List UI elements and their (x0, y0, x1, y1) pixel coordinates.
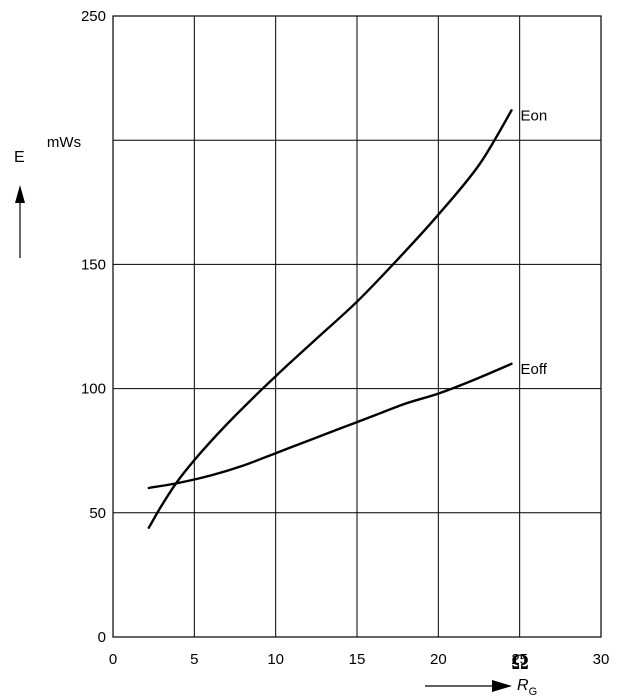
y-axis-arrow (15, 185, 25, 258)
y-tick-label: 100 (81, 381, 106, 398)
x-axis-label: RG (517, 677, 537, 698)
y-tick-labels: 0 50 100 150 250 (81, 8, 106, 646)
x-tick-label: 20 (430, 651, 447, 668)
x-tick-label: 5 (190, 651, 198, 668)
series-line-eoff (149, 364, 512, 488)
x-tick-label: 15 (349, 651, 366, 668)
x-axis-unit: Ω (511, 649, 529, 674)
x-axis-arrow (425, 680, 512, 692)
y-tick-label: 0 (98, 629, 106, 646)
series: Eon Eoff (149, 107, 548, 527)
series-label-eon: Eon (521, 107, 548, 124)
y-axis-unit: mWs (47, 134, 81, 151)
y-axis-label: E (14, 149, 25, 166)
series-line-eon (149, 110, 512, 527)
x-tick-labels: 0 5 10 15 20 25 30 (109, 651, 610, 668)
y-tick-label: 250 (81, 8, 106, 25)
y-tick-label: 150 (81, 256, 106, 273)
y-tick-label: 50 (89, 505, 106, 522)
series-label-eoff: Eoff (521, 361, 548, 378)
x-tick-label: 0 (109, 651, 117, 668)
x-tick-label: 10 (267, 651, 284, 668)
x-tick-label: 30 (593, 651, 610, 668)
